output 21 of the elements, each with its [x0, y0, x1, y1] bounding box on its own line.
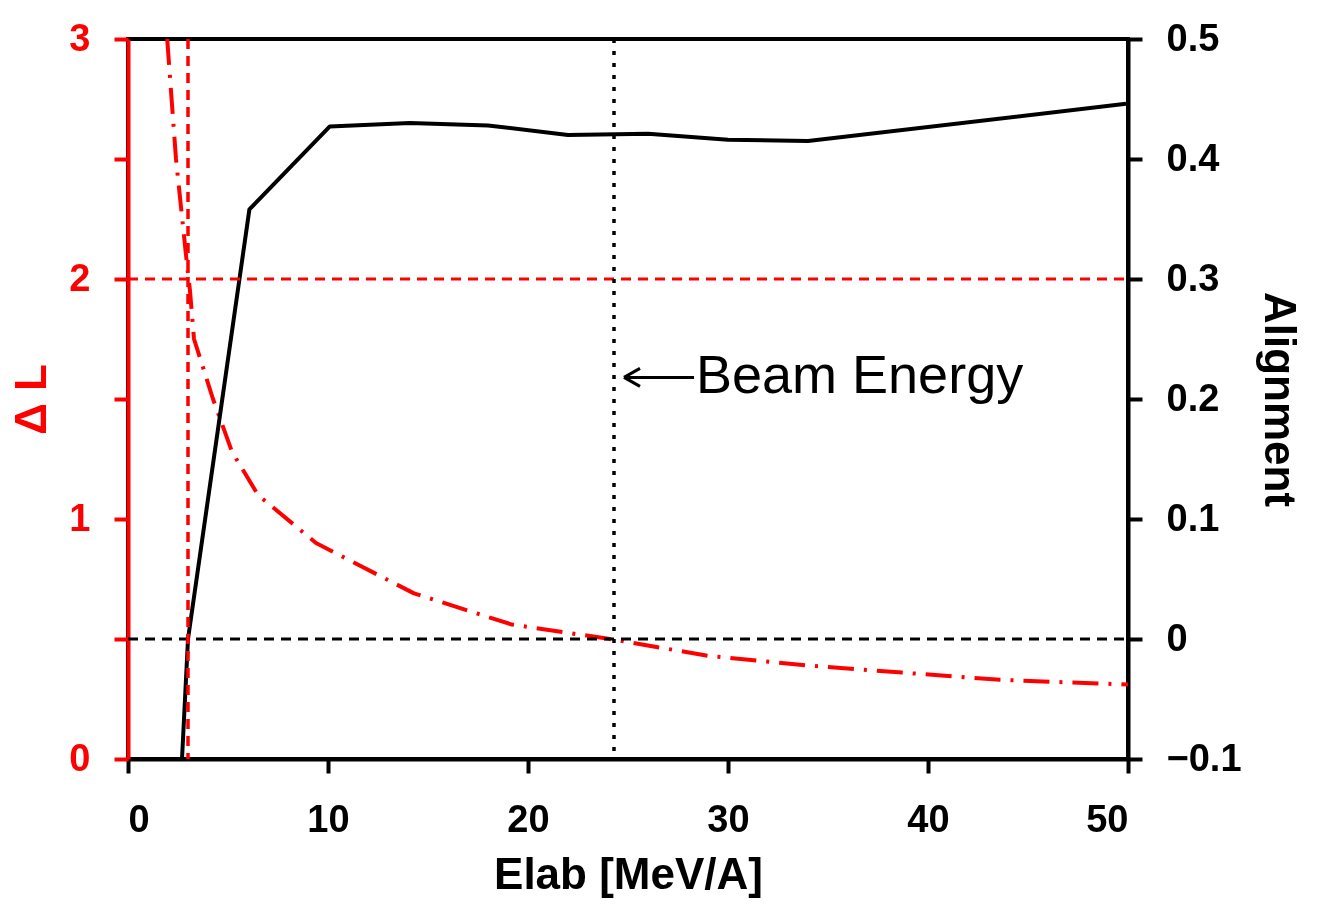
x-tick-label: 0: [128, 797, 150, 840]
x-tick-label: 50: [1086, 797, 1129, 840]
annotation: Beam Energy: [696, 344, 1024, 405]
y2-tick-label: 0.3: [1166, 256, 1220, 299]
y2-tick-label: 0.4: [1166, 136, 1220, 179]
x-tick-label: 20: [507, 797, 550, 840]
y2-tick-label: −0.1: [1166, 736, 1242, 779]
y2-axis-title: Alignment: [1255, 291, 1305, 508]
y-tick-label: 3: [69, 16, 91, 59]
y-tick-label: 1: [69, 496, 91, 539]
y-axis-title: Δ L: [6, 364, 56, 435]
y2-tick-label: 0.2: [1166, 376, 1220, 419]
y-tick-label: 0: [69, 736, 91, 779]
x-axis-title: Elab [MeV/A]: [494, 848, 763, 898]
x-tick-label: 30: [707, 797, 750, 840]
y2-tick-label: 0.1: [1166, 496, 1220, 539]
x-tick-label: 10: [307, 797, 350, 840]
y2-tick-label: 0.5: [1166, 16, 1220, 59]
x-tick-label: 40: [907, 797, 950, 840]
y-tick-label: 2: [69, 256, 91, 299]
y2-tick-label: 0: [1166, 616, 1188, 659]
